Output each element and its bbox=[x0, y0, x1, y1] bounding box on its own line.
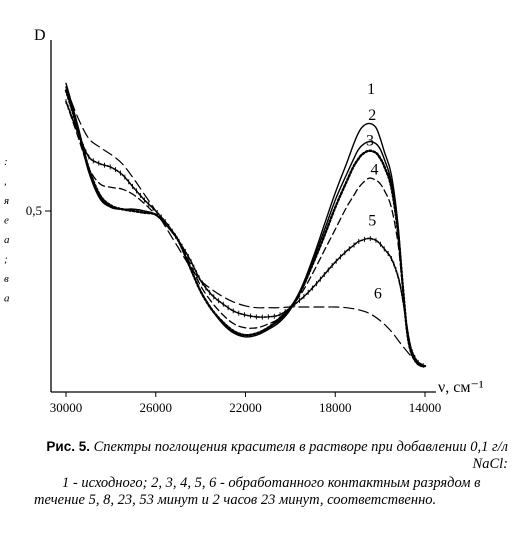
caption-figure-label: Рис. 5. bbox=[46, 439, 90, 454]
margin-fragment: е bbox=[4, 215, 9, 227]
margin-fragment: ; bbox=[4, 254, 8, 266]
caption-legend-text: 1 - исходного; 2, 3, 4, 5, 6 - обработан… bbox=[34, 475, 481, 508]
x-tick-label: 18000 bbox=[319, 400, 352, 415]
axes: D ν, см⁻¹ bbox=[34, 27, 484, 396]
series-line-6 bbox=[65, 86, 426, 367]
margin-fragment: а bbox=[4, 234, 10, 246]
margin-text-fragments: :,яеа;ва bbox=[3, 156, 10, 305]
series-labels: 1 2 3 4 5 6 bbox=[366, 81, 382, 302]
x-tick-label: 30000 bbox=[50, 400, 83, 415]
x-tick-label: 26000 bbox=[140, 400, 173, 415]
series-label-4: 4 bbox=[371, 162, 379, 179]
series-label-3: 3 bbox=[366, 132, 374, 149]
x-tick-label: 14000 bbox=[409, 400, 442, 415]
margin-fragment: а bbox=[4, 293, 10, 305]
x-tick-label: 22000 bbox=[229, 400, 262, 415]
margin-fragment: я bbox=[3, 195, 9, 207]
series-label-1: 1 bbox=[367, 81, 375, 98]
series-label-6: 6 bbox=[374, 286, 382, 303]
caption-title-line: Рис. 5. Спектры поглощения красителя в р… bbox=[34, 438, 508, 473]
series-curves bbox=[64, 82, 427, 368]
caption-legend: 1 - исходного; 2, 3, 4, 5, 6 - обработан… bbox=[34, 475, 508, 509]
figure-caption: Рис. 5. Спектры поглощения красителя в р… bbox=[34, 438, 508, 509]
caption-title: Спектры поглощения красителя в растворе … bbox=[93, 439, 508, 472]
series-line-2 bbox=[65, 86, 426, 367]
axis-ticks: 30000 26000 22000 18000 14000 0,5 bbox=[26, 203, 442, 415]
margin-fragment: : bbox=[4, 156, 8, 168]
margin-fragment: в bbox=[4, 273, 9, 285]
x-axis-label: ν, см⁻¹ bbox=[438, 379, 484, 396]
series-label-2: 2 bbox=[368, 107, 376, 124]
series-label-5: 5 bbox=[368, 213, 376, 230]
margin-fragment: , bbox=[4, 176, 7, 188]
y-tick-label: 0,5 bbox=[26, 203, 42, 218]
absorption-spectra-chart: :,яеа;ва D ν, см⁻¹ 30000 26000 22000 18000 1… bbox=[3, 27, 484, 415]
y-axis-label: D bbox=[34, 27, 46, 44]
